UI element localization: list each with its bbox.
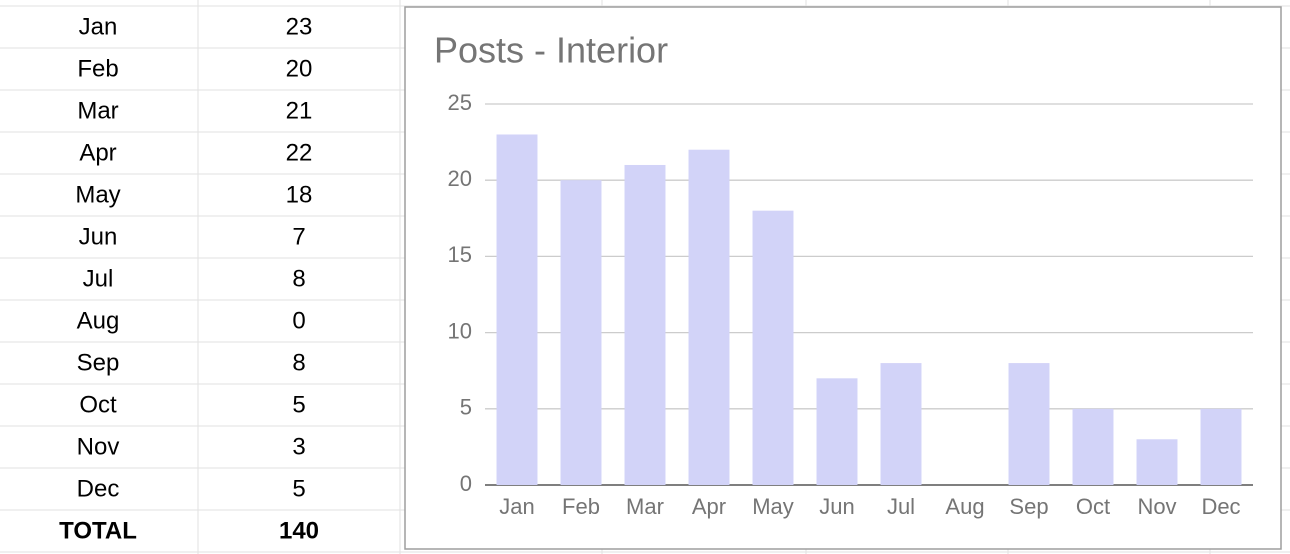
bar <box>688 149 730 485</box>
x-tick-label: Dec <box>1201 494 1240 519</box>
cell-text: Mar <box>77 97 118 124</box>
cell-text: Aug <box>77 307 120 334</box>
cell-text: 5 <box>292 475 305 502</box>
x-tick-label: Aug <box>945 494 984 519</box>
cell-text: Nov <box>77 433 120 460</box>
bar <box>1136 439 1178 485</box>
y-tick-label: 10 <box>448 318 472 343</box>
cell-text: 20 <box>286 55 313 82</box>
chart-title: Posts - Interior <box>434 30 668 71</box>
bar <box>1200 408 1242 485</box>
cell-text: Jun <box>79 223 118 250</box>
y-tick-label: 25 <box>448 90 472 115</box>
cell-text: 23 <box>286 13 313 40</box>
x-tick-label: Jan <box>499 494 534 519</box>
cell-text: 8 <box>292 265 305 292</box>
bar <box>624 164 666 485</box>
cell-text: 21 <box>286 97 313 124</box>
cell-text: Sep <box>77 349 120 376</box>
bar <box>1072 408 1114 485</box>
cell-text: 0 <box>292 307 305 334</box>
cell-text: Feb <box>77 55 118 82</box>
x-tick-label: Nov <box>1137 494 1176 519</box>
bar <box>752 210 794 485</box>
cell-text: May <box>75 181 120 208</box>
bar <box>496 134 538 486</box>
cell-text: 140 <box>279 517 319 544</box>
x-tick-label: Jun <box>819 494 854 519</box>
x-tick-label: Apr <box>692 494 726 519</box>
cell-text: 18 <box>286 181 313 208</box>
y-tick-label: 20 <box>448 166 472 191</box>
x-tick-label: May <box>752 494 794 519</box>
cell-text: Jan <box>79 13 118 40</box>
cell-text: Jul <box>83 265 114 292</box>
cell-text: 3 <box>292 433 305 460</box>
cell-text: 5 <box>292 391 305 418</box>
x-tick-label: Feb <box>562 494 600 519</box>
x-tick-label: Oct <box>1076 494 1110 519</box>
y-tick-label: 0 <box>460 471 472 496</box>
x-tick-label: Jul <box>887 494 915 519</box>
cell-text: 22 <box>286 139 313 166</box>
cell-text: 7 <box>292 223 305 250</box>
cell-text: TOTAL <box>59 517 137 544</box>
y-tick-label: 5 <box>460 395 472 420</box>
x-tick-label: Sep <box>1009 494 1048 519</box>
y-tick-label: 15 <box>448 242 472 267</box>
cell-text: Dec <box>77 475 120 502</box>
bar <box>816 378 858 485</box>
cell-text: Oct <box>79 391 117 418</box>
cell-text: Apr <box>79 139 116 166</box>
bar <box>560 180 602 485</box>
bar <box>880 363 922 485</box>
bar <box>1008 363 1050 485</box>
x-tick-label: Mar <box>626 494 664 519</box>
cell-text: 8 <box>292 349 305 376</box>
